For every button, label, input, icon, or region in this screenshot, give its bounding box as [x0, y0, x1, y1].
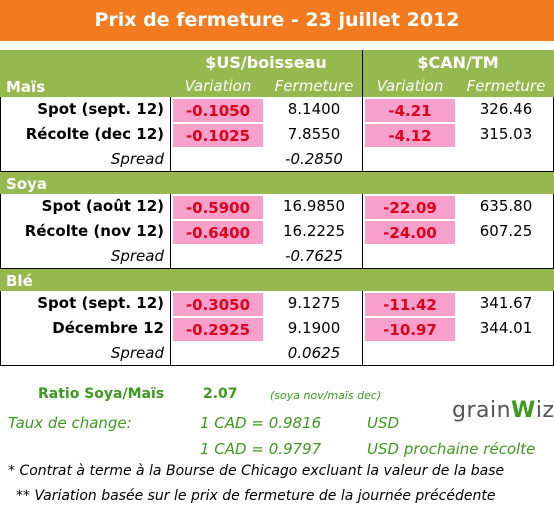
- variation-can-value: -22.09: [365, 196, 455, 219]
- ratio-note: (soya nov/maïs dec): [270, 389, 382, 402]
- contract-label: Récolte (dec 12): [25, 125, 164, 143]
- subheader-variation-us: Variation: [170, 75, 266, 97]
- header-corner: [0, 50, 170, 75]
- contract-label: Décembre 12: [52, 319, 164, 337]
- variation-can-value: -24.00: [365, 221, 455, 244]
- variation-can-value: -10.97: [365, 318, 455, 341]
- header-can-per-tonne: $CAN/TM: [362, 50, 554, 75]
- variation-can-value: -4.12: [365, 124, 455, 147]
- grid-line: [362, 50, 363, 97]
- variation-us-value: -0.2925: [173, 318, 263, 341]
- grid-line: [0, 171, 554, 172]
- spread-value: -0.7625: [285, 247, 343, 265]
- logo-text-left: grain: [452, 398, 512, 423]
- variation-us-value: -0.3050: [173, 293, 263, 316]
- grid-line: [362, 97, 363, 172]
- ratio-value: 2.07: [203, 386, 238, 402]
- grid-line: [0, 291, 1, 366]
- subheader-fermeture-us: Fermeture: [266, 75, 362, 97]
- logo-text-right: iz: [535, 398, 554, 423]
- close-us-value: 16.2225: [282, 222, 346, 240]
- close-us-value: 9.1275: [287, 294, 341, 312]
- variation-us-value: -0.5900: [173, 196, 263, 219]
- close-can-value: 607.25: [479, 222, 533, 240]
- close-us-value: 8.1400: [287, 100, 341, 118]
- grid-line: [170, 194, 171, 269]
- ratio-label: Ratio Soya/Maïs: [38, 386, 165, 402]
- grainwiz-logo: grainWiz: [452, 398, 554, 423]
- header-us-per-bushel: $US/boisseau: [170, 50, 362, 75]
- grid-line: [362, 291, 363, 366]
- spread-label: Spread: [110, 150, 164, 168]
- exchange-unit-2: USD prochaine récolte: [367, 440, 536, 458]
- footnote-2: ** Variation basée sur le prix de fermet…: [16, 488, 496, 504]
- exchange-unit-1: USD: [367, 414, 400, 432]
- close-can-value: 315.03: [479, 125, 533, 143]
- contract-label: Spot (sept. 12): [37, 294, 164, 312]
- exchange-rate-1: 1 CAD = 0.9816: [200, 414, 322, 432]
- grid-line: [0, 365, 554, 366]
- section-band: [170, 172, 554, 194]
- grid-line: [0, 97, 1, 172]
- section-label: Soya: [0, 172, 170, 194]
- variation-us-value: -0.1025: [173, 124, 263, 147]
- grid-line: [170, 97, 171, 172]
- contract-label: Spot (sept. 12): [37, 100, 164, 118]
- contract-label: Spot (août 12): [41, 197, 164, 215]
- contract-label: Récolte (nov 12): [24, 222, 164, 240]
- section-label: Maïs: [0, 75, 170, 97]
- close-can-value: 635.80: [479, 197, 533, 215]
- section-label: Blé: [0, 269, 170, 291]
- variation-us-value: -0.6400: [173, 221, 263, 244]
- spread-label: Spread: [110, 344, 164, 362]
- close-can-value: 341.67: [479, 294, 533, 312]
- variation-us-value: -0.1050: [173, 99, 263, 122]
- close-can-value: 344.01: [479, 319, 533, 337]
- logo-text-mid: W: [511, 398, 536, 423]
- variation-can-value: -4.21: [365, 99, 455, 122]
- grid-line: [362, 194, 363, 269]
- exchange-label: Taux de change:: [8, 414, 132, 432]
- grid-line: [0, 194, 1, 269]
- close-us-value: 9.1900: [287, 319, 341, 337]
- grid-line: [170, 291, 171, 366]
- close-can-value: 326.46: [479, 100, 533, 118]
- exchange-rate-2: 1 CAD = 0.9797: [200, 440, 322, 458]
- footnote-1: * Contrat à terme à la Bourse de Chicago…: [8, 463, 505, 479]
- spread-value: -0.2850: [285, 150, 343, 168]
- close-us-value: 7.8550: [287, 125, 341, 143]
- variation-can-value: -11.42: [365, 293, 455, 316]
- spread-value: 0.0625: [287, 344, 341, 362]
- close-us-value: 16.9850: [282, 197, 346, 215]
- subheader-variation-can: Variation: [362, 75, 458, 97]
- spread-label: Spread: [110, 247, 164, 265]
- page-title: Prix de fermeture - 23 juillet 2012: [0, 0, 554, 41]
- section-band: [170, 269, 554, 291]
- subheader-fermeture-can: Fermeture: [458, 75, 554, 97]
- grid-line: [0, 268, 554, 269]
